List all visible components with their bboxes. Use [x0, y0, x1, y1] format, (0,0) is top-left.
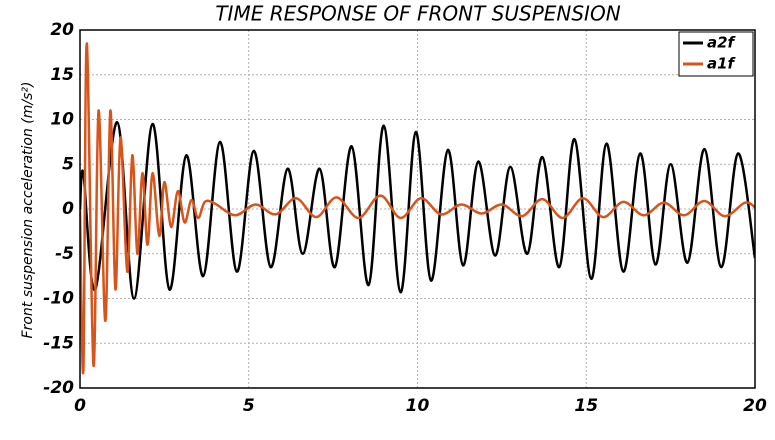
y-tick-label: 20	[50, 20, 74, 40]
y-tick-label: -5	[55, 244, 74, 264]
legend-label: a2f	[707, 34, 737, 52]
y-tick-label: -20	[43, 378, 74, 398]
chart-title: TIME RESPONSE OF FRONT SUSPENSION	[215, 2, 620, 26]
y-axis-label: Front suspension acceleration (m/s²)	[20, 82, 36, 339]
y-tick-label: -15	[43, 333, 74, 353]
series-line	[80, 42, 755, 375]
x-tick-label: 15	[574, 396, 598, 416]
x-tick-label: 0	[74, 396, 86, 416]
x-tick-label: 10	[406, 396, 430, 416]
y-tick-label: -10	[43, 289, 74, 309]
x-tick-label: 5	[243, 396, 255, 416]
series-line	[80, 120, 755, 300]
y-tick-label: 10	[50, 110, 74, 130]
y-tick-label: 0	[62, 199, 74, 219]
y-tick-label: 5	[62, 154, 74, 174]
x-tick-label: 20	[743, 396, 767, 416]
legend-label: a1f	[707, 55, 737, 73]
plot-frame	[79, 29, 756, 389]
legend-box	[678, 31, 754, 77]
y-tick-label: 15	[50, 65, 74, 85]
